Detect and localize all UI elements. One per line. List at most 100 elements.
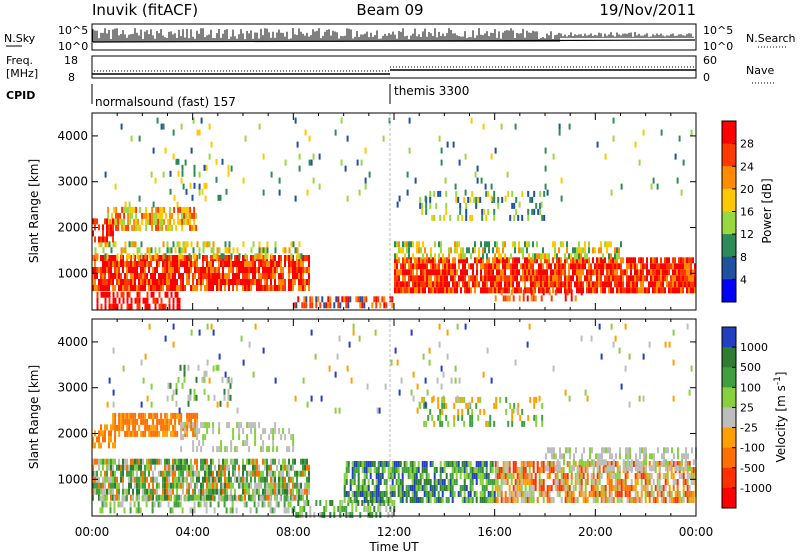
power-cell <box>492 269 494 276</box>
velocity-cell <box>688 389 691 396</box>
power-cell <box>134 261 136 267</box>
power-cell <box>234 255 236 261</box>
velocity-cell <box>605 459 607 466</box>
velocity-cell <box>491 479 494 485</box>
velocity-cell <box>264 464 266 471</box>
velocity-cell <box>554 473 557 479</box>
power-cell <box>224 285 226 291</box>
power-cell <box>541 214 544 221</box>
power-cell <box>236 255 238 261</box>
power-cell <box>476 177 479 184</box>
velocity-cell <box>300 488 302 495</box>
velocity-cell <box>102 436 104 443</box>
velocity-cell <box>137 501 140 508</box>
velocity-cell <box>306 482 308 489</box>
power-cell <box>204 255 206 261</box>
velocity-cell <box>112 424 114 431</box>
power-cell <box>112 230 114 237</box>
velocity-cell <box>229 507 232 514</box>
velocity-cell <box>228 470 230 477</box>
velocity-cell <box>644 497 647 503</box>
velocity-cell <box>634 479 637 485</box>
velocity-cell <box>278 470 280 477</box>
velocity-cell <box>668 341 671 348</box>
velocity-cell <box>365 461 368 467</box>
velocity-cell <box>264 476 266 483</box>
velocity-cell <box>113 507 116 514</box>
velocity-cell <box>636 479 639 485</box>
velocity-cell <box>266 470 268 477</box>
velocity-cell <box>601 453 603 460</box>
velocity-cell <box>294 470 296 477</box>
power-cell <box>606 269 608 276</box>
velocity-cell <box>206 482 208 489</box>
velocity-cell <box>524 467 527 473</box>
power-cell <box>544 183 547 190</box>
power-cell <box>206 285 208 291</box>
power-cell <box>476 257 478 264</box>
power-cell <box>102 236 104 243</box>
velocity-cell <box>210 488 212 495</box>
power-cell <box>190 241 193 248</box>
power-cell <box>428 257 430 264</box>
velocity-cell <box>260 482 262 489</box>
velocity-cell <box>258 476 260 483</box>
velocity-cell <box>192 446 195 453</box>
power-cell <box>208 261 210 267</box>
power-cell <box>486 263 488 270</box>
velocity-cell <box>213 495 216 502</box>
power-cell <box>192 247 195 254</box>
power-cell <box>98 224 100 231</box>
velocity-cell <box>601 459 603 466</box>
power-cell <box>189 212 192 219</box>
velocity-cell <box>475 479 478 485</box>
power-cell <box>341 296 344 303</box>
velocity-cell <box>625 447 627 454</box>
power-cell <box>566 241 568 248</box>
power-cell <box>628 263 630 270</box>
velocity-cell <box>418 401 421 408</box>
velocity-cell <box>294 494 296 501</box>
power-cell <box>452 269 454 276</box>
velocity-cell <box>179 364 182 371</box>
velocity-cell <box>345 506 348 512</box>
velocity-cell <box>385 479 388 485</box>
velocity-cell <box>262 347 265 354</box>
power-cell <box>300 253 303 260</box>
velocity-cell <box>514 461 517 467</box>
velocity-cell <box>188 488 190 495</box>
velocity-cell <box>526 341 529 348</box>
velocity-cell <box>262 476 264 483</box>
power-cell <box>580 269 582 276</box>
power-cell <box>118 267 120 273</box>
velocity-cell <box>349 485 352 491</box>
power-cell <box>178 267 180 273</box>
velocity-cell <box>154 488 156 495</box>
power-cell <box>500 253 502 260</box>
velocity-cell <box>290 494 292 501</box>
power-colorbar-swatch <box>722 143 736 167</box>
velocity-cell <box>343 506 346 512</box>
power-cell <box>500 275 502 282</box>
power-cell <box>404 269 406 276</box>
velocity-cell <box>200 482 202 489</box>
power-cell <box>147 212 150 219</box>
power-cell <box>329 296 332 303</box>
velocity-cell <box>205 501 208 508</box>
power-cell <box>250 247 253 254</box>
velocity-cell <box>200 464 202 471</box>
velocity-cell <box>638 395 641 402</box>
velocity-cell <box>177 501 180 508</box>
power-cell <box>686 269 688 276</box>
power-cell <box>620 287 622 294</box>
velocity-cell <box>104 476 106 483</box>
power-cell <box>652 269 654 276</box>
power-cell <box>550 281 552 288</box>
velocity-cell <box>610 473 613 479</box>
velocity-cell <box>608 485 611 491</box>
power-cell <box>420 275 422 282</box>
power-cell <box>582 269 584 276</box>
velocity-cell <box>447 479 450 485</box>
power-cell <box>210 279 212 285</box>
velocity-cell <box>479 467 482 473</box>
